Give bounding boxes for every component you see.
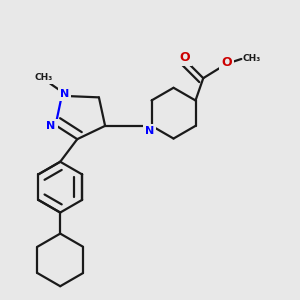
Text: CH₃: CH₃ (243, 55, 261, 64)
Text: O: O (179, 51, 190, 64)
Text: N: N (145, 126, 154, 136)
Text: N: N (60, 89, 69, 99)
Text: N: N (46, 121, 56, 131)
Text: CH₃: CH₃ (35, 74, 53, 82)
Text: O: O (221, 56, 232, 69)
